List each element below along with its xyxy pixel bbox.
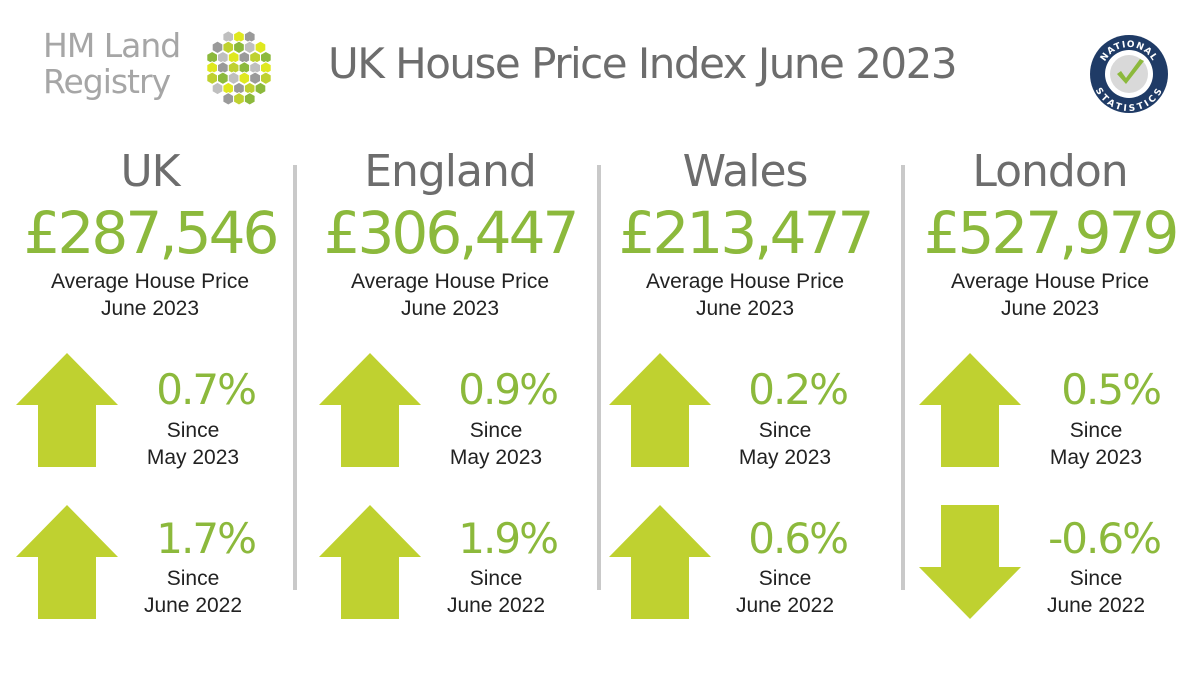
monthly-change: 0.7% xyxy=(156,365,257,414)
region-name: Wales xyxy=(682,146,809,197)
since-period: May 2023 xyxy=(738,446,832,469)
region-london: London £527,979 Average House Price June 20… xyxy=(900,140,1200,640)
monthly-since: Since May 2023 xyxy=(128,417,258,471)
monthly-change: 0.2% xyxy=(748,365,849,414)
hexagon-tile xyxy=(227,71,240,85)
annual-change: 1.7% xyxy=(156,514,257,563)
caption-line-1: Average House Price xyxy=(50,270,250,293)
since-label: Since xyxy=(1069,567,1123,590)
monthly-change: 0.5% xyxy=(1061,365,1162,414)
annual-since: Since June 2022 xyxy=(720,565,850,619)
average-price: £527,979 xyxy=(923,199,1180,267)
hexagon-tile xyxy=(222,40,235,55)
price-caption: Average House Price June 2023 xyxy=(300,268,600,322)
price-caption: Average House Price June 2023 xyxy=(900,268,1200,322)
hexagon-logo-icon xyxy=(206,30,272,106)
since-period: May 2023 xyxy=(449,446,543,469)
since-period: June 2022 xyxy=(143,594,243,617)
monthly-up-arrow-icon xyxy=(919,353,1021,467)
monthly-since: Since May 2023 xyxy=(720,417,850,471)
caption-line-1: Average House Price xyxy=(645,270,845,293)
annual-change: 1.9% xyxy=(458,514,559,563)
average-price: £306,447 xyxy=(323,199,580,267)
hexagon-tile xyxy=(254,40,267,55)
monthly-up-arrow-icon xyxy=(609,353,711,467)
annual-up-arrow-icon xyxy=(319,505,421,619)
hexagon-tile xyxy=(222,92,235,106)
hexagon-tile xyxy=(249,71,261,85)
annual-down-arrow-icon xyxy=(919,505,1021,619)
region-name: England xyxy=(364,146,537,197)
annual-up-arrow-icon xyxy=(16,505,118,619)
hexagon-tile xyxy=(211,81,224,96)
region-uk: UK £287,546 Average House Price June 2023 0.… xyxy=(0,140,300,640)
caption-line-2: June 2023 xyxy=(1000,297,1100,320)
monthly-change: 0.9% xyxy=(458,365,559,414)
caption-line-2: June 2023 xyxy=(100,297,200,320)
logo-line-1: HM Land xyxy=(43,26,181,65)
monthly-since: Since May 2023 xyxy=(431,417,561,471)
caption-line-2: June 2023 xyxy=(400,297,500,320)
divider xyxy=(901,165,905,590)
price-caption: Average House Price June 2023 xyxy=(0,268,300,322)
since-label: Since xyxy=(758,567,812,590)
caption-line-1: Average House Price xyxy=(350,270,550,293)
hexagon-tile xyxy=(243,92,256,106)
price-caption: Average House Price June 2023 xyxy=(595,268,895,322)
annual-since: Since June 2022 xyxy=(128,565,258,619)
since-label: Since xyxy=(758,419,812,442)
average-price: £287,546 xyxy=(23,199,280,267)
hm-land-registry-logo-text: HM Land Registry xyxy=(43,26,181,101)
since-period: May 2023 xyxy=(146,446,240,469)
region-name: UK xyxy=(120,146,180,197)
hexagon-tile xyxy=(217,71,229,85)
since-period: May 2023 xyxy=(1049,446,1143,469)
since-label: Since xyxy=(166,567,220,590)
since-period: June 2022 xyxy=(446,594,546,617)
hexagon-tile xyxy=(233,40,245,55)
caption-line-2: June 2023 xyxy=(695,297,795,320)
region-england: England £306,447 Average House Price June 2… xyxy=(300,140,600,640)
divider xyxy=(597,165,601,590)
monthly-up-arrow-icon xyxy=(16,353,118,467)
since-period: June 2022 xyxy=(1046,594,1146,617)
since-label: Since xyxy=(469,567,523,590)
divider xyxy=(293,165,297,590)
since-label: Since xyxy=(469,419,523,442)
caption-line-1: Average House Price xyxy=(950,270,1150,293)
annual-change: -0.6% xyxy=(1048,514,1162,563)
logo-line-2: Registry xyxy=(43,62,171,101)
page-title: UK House Price Index June 2023 xyxy=(328,39,958,88)
annual-since: Since June 2022 xyxy=(1031,565,1161,619)
since-period: June 2022 xyxy=(735,594,835,617)
hexagon-tile xyxy=(206,71,218,85)
hexagon-tile xyxy=(211,40,224,55)
monthly-since: Since May 2023 xyxy=(1031,417,1161,471)
monthly-up-arrow-icon xyxy=(319,353,421,467)
hexagon-tile xyxy=(233,92,245,106)
annual-since: Since June 2022 xyxy=(431,565,561,619)
hexagon-tile xyxy=(260,71,272,85)
annual-up-arrow-icon xyxy=(609,505,711,619)
hexagon-tile xyxy=(243,40,256,55)
hexagon-tile xyxy=(238,71,251,85)
region-name: London xyxy=(972,146,1128,197)
annual-change: 0.6% xyxy=(748,514,849,563)
hexagon-tile xyxy=(254,81,267,96)
national-statistics-badge-icon: NATIONAL STATISTICS xyxy=(1090,35,1168,114)
since-label: Since xyxy=(1069,419,1123,442)
average-price: £213,477 xyxy=(618,199,875,267)
region-wales: Wales £213,477 Average House Price June 202… xyxy=(595,140,895,640)
since-label: Since xyxy=(166,419,220,442)
